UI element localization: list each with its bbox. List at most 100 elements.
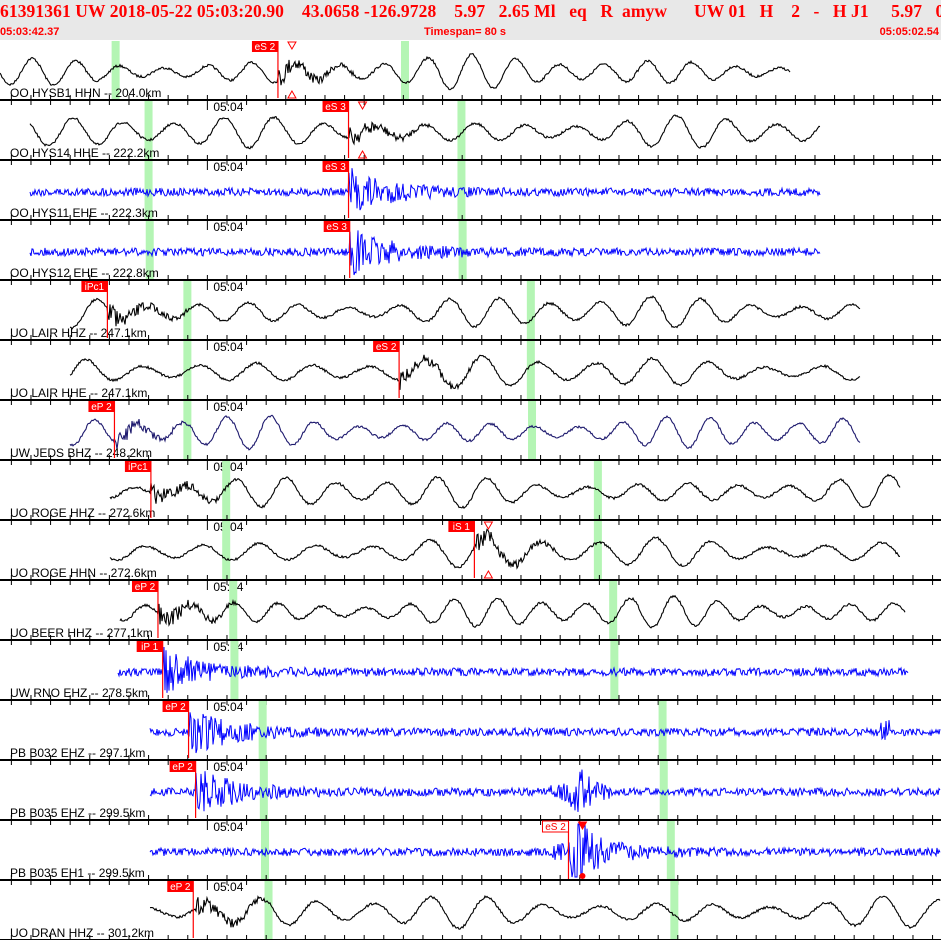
station-label: PB B035 EHZ -- 299.5km — [10, 806, 145, 820]
timespan-label: Timespan= 80 s — [424, 26, 507, 38]
predicted-arrival-bar — [144, 161, 153, 220]
station-label: OO HYS12 EHE -- 222.8km — [10, 266, 159, 280]
minute-label: 05:04 — [213, 700, 243, 714]
pick-phase-label: eP 2 — [135, 582, 156, 593]
predicted-arrival-bar — [145, 221, 154, 280]
minute-label: 05:04 — [213, 160, 243, 174]
pick-flag — [322, 101, 349, 112]
station-label: UW RNO EHZ -- 278.5km — [10, 686, 148, 700]
predicted-arrival-bar — [593, 521, 602, 580]
predicted-arrival-bar — [183, 281, 192, 340]
waveform — [149, 895, 941, 930]
pick-phase-label: iP 1 — [141, 642, 158, 653]
minute-label: 05:04 — [213, 340, 243, 354]
predicted-arrival-bar — [609, 581, 618, 640]
pick-phase-label: eS 2 — [376, 342, 397, 353]
trace-row: 05:04 UW RNO EHZ -- 278.5km iP 1 — [0, 641, 941, 714]
pick-marker-down-icon — [483, 521, 494, 531]
predicted-arrival-bar — [457, 101, 466, 160]
pick-phase-label: iS 1 — [453, 522, 471, 533]
pick-phase-label: eP 2 — [165, 702, 186, 713]
minute-label: 05:04 — [213, 820, 243, 834]
pick-flag — [169, 761, 196, 772]
station-label: PB B032 EHZ -- 297.1km — [10, 746, 145, 760]
waveform — [109, 473, 901, 509]
pick-marker-up-icon — [357, 149, 368, 159]
pick-marker-up-icon — [483, 569, 494, 579]
event-summary: 61391361 UW 2018-05-22 05:03:20.90 43.06… — [0, 1, 941, 21]
station-label: UO LAIR HHE -- 247.1km — [10, 386, 147, 400]
minute-label: 05:04 — [213, 760, 243, 774]
pick-flag — [448, 521, 475, 532]
station-label: UO LAIR HHZ -- 247.1km — [10, 326, 147, 340]
predicted-arrival-bar — [258, 701, 267, 760]
predicted-arrival-bar — [659, 761, 668, 820]
station-label: PB B035 EH1 -- 299.5km — [10, 866, 145, 880]
pick-flag — [322, 161, 349, 172]
trace-row: 05:04 OO HYS14 HHE -- 222.2km eS 3 — [0, 101, 941, 174]
minute-label: 05:04 — [213, 400, 243, 414]
pick-phase-label: eS 2 — [255, 42, 276, 53]
window-start-time: 05:03:42.37 — [0, 26, 60, 38]
station-label: UW JEDS BHZ -- 248.2km — [10, 446, 152, 460]
predicted-arrival-bar — [230, 641, 239, 700]
predicted-arrival-bar — [400, 41, 409, 100]
waveform — [149, 712, 941, 754]
pick-phase-label: iPc1 — [128, 462, 148, 473]
minute-label: 05:04 — [213, 580, 243, 594]
station-label: UO DRAN HHZ -- 301.2km — [10, 926, 154, 940]
predicted-arrival-bar — [144, 101, 153, 160]
station-label: OO HYSB1 HHN -- 204.0km — [10, 86, 161, 100]
predicted-arrival-bar — [528, 401, 537, 460]
trace-row: 05:04 OO HYSB1 HHN -- 204.0km eS 2 — [0, 41, 941, 114]
minute-label: 05:04 — [213, 640, 243, 654]
pick-phase-label: eS 3 — [325, 162, 346, 173]
predicted-arrival-bar — [222, 521, 231, 580]
minute-label: 05:04 — [213, 100, 243, 114]
predicted-arrival-bar — [183, 401, 192, 460]
trace-row: 05:04 OO HYS11 EHE -- 222.3km eS 3 — [0, 161, 941, 234]
predicted-arrival-bar — [670, 881, 679, 940]
predicted-arrival-bar — [229, 581, 238, 640]
minute-label: 05:04 — [213, 220, 243, 234]
pick-phase-label: eS 2 — [545, 822, 566, 833]
waveform — [117, 646, 909, 693]
waveform — [0, 52, 791, 91]
pick-flag — [131, 581, 158, 592]
station-label: UO ROGE HHZ -- 272.6km — [10, 506, 155, 520]
seismogram-panel[interactable]: 05:04 OO HYSB1 HHN -- 204.0km eS 2 05:04 OO … — [0, 40, 941, 940]
predicted-arrival-bar — [593, 461, 602, 520]
waveform — [109, 528, 901, 570]
pick-phase-label: eP 2 — [91, 402, 112, 413]
waveform — [149, 769, 941, 812]
waveform — [29, 168, 821, 211]
trace-row: 05:04 UO DRAN HHZ -- 301.2km eP 2 — [0, 881, 941, 940]
pick-marker-dot-icon — [579, 873, 586, 879]
trace-row: 05:04 PB B035 EHZ -- 299.5km eP 2 — [0, 761, 941, 834]
predicted-arrival-bar — [666, 821, 675, 880]
station-label: UO ROGE HHN -- 272.6km — [10, 566, 157, 580]
pick-marker-down-icon — [577, 821, 588, 831]
waveform — [149, 823, 941, 878]
trace-row: 05:04 PB B032 EHZ -- 297.1km eP 2 — [0, 701, 941, 774]
pick-flag — [81, 281, 108, 292]
pick-phase-label: iPc1 — [85, 282, 105, 293]
pick-flag — [167, 881, 194, 892]
pick-flag — [373, 341, 400, 352]
predicted-arrival-bar — [526, 281, 535, 340]
waveform — [29, 114, 821, 150]
station-label: UO BEER HHZ -- 277.1km — [10, 626, 153, 640]
waveform — [29, 230, 821, 276]
pick-flag — [162, 701, 189, 712]
waveform — [69, 414, 861, 451]
pick-flag — [88, 401, 115, 412]
waveform — [119, 594, 906, 629]
trace-row: 05:04 UO BEER HHZ -- 277.1km eP 2 — [0, 581, 941, 654]
minute-label: 05:04 — [213, 880, 243, 894]
station-label: OO HYS14 HHE -- 222.2km — [10, 146, 159, 160]
predicted-arrival-bar — [457, 161, 466, 220]
window-end-time: 05:05:02.54 — [879, 26, 939, 38]
pick-flag — [323, 221, 350, 232]
predicted-arrival-bar — [111, 41, 120, 100]
pick-marker-down-icon — [287, 41, 297, 51]
